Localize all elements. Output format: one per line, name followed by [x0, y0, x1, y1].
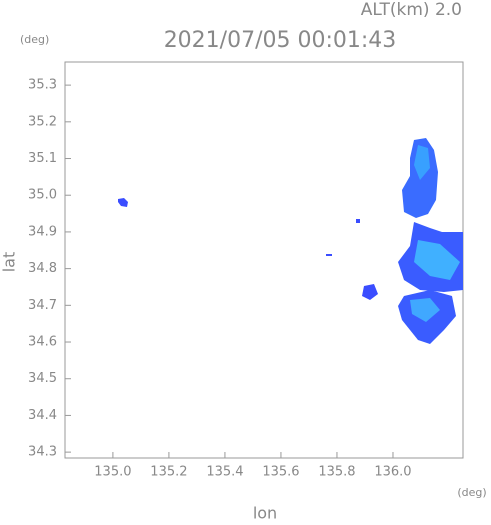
echo	[362, 284, 378, 300]
y-tick-label: 34.5	[28, 371, 57, 386]
x-tick-label: 135.6	[262, 465, 299, 480]
y-axis-label: lat	[0, 252, 19, 273]
echo	[414, 240, 460, 280]
y-tick-label: 34.7	[28, 298, 57, 313]
y-tick-label: 34.8	[28, 261, 57, 276]
y-tick-label: 34.3	[28, 445, 57, 460]
echo	[414, 145, 430, 180]
x-tick-label: 135.0	[94, 465, 131, 480]
y-tick-label: 35.3	[28, 78, 57, 93]
x-tick-label: 136.0	[374, 465, 411, 480]
echo	[326, 254, 332, 256]
y-tick-label: 34.4	[28, 408, 57, 423]
y-tick-label: 35.1	[28, 151, 57, 166]
x-axis-label: lon	[253, 504, 277, 522]
chart-title: 2021/07/05 00:01:43	[164, 28, 397, 53]
x-tick-label: 135.8	[318, 465, 355, 480]
x-tick-label: 135.4	[206, 465, 243, 480]
echo	[356, 219, 360, 223]
altitude-label: ALT(km) 2.0	[361, 0, 462, 20]
y-tick-label: 35.2	[28, 114, 57, 129]
x-unit: (deg)	[457, 486, 486, 499]
x-tick-label: 135.2	[150, 465, 187, 480]
y-tick-label: 35.0	[28, 188, 57, 203]
echo	[118, 198, 128, 207]
radar-echoes	[118, 138, 463, 344]
y-tick-label: 34.9	[28, 224, 57, 239]
y-tick-label: 34.6	[28, 335, 57, 350]
echo	[410, 298, 440, 322]
y-unit: (deg)	[20, 33, 49, 46]
